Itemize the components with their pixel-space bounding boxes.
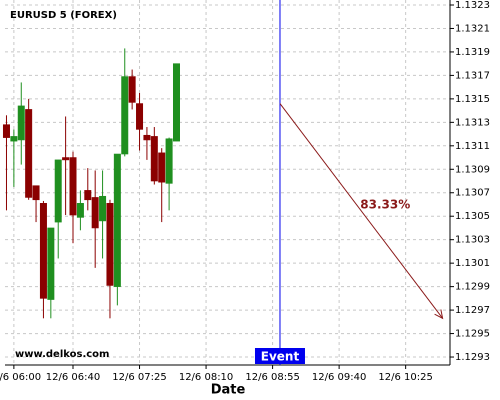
candle-body [106,203,114,286]
y-tick-label: 1.1299 [455,282,490,293]
event-label: Event [261,350,300,364]
y-tick-label: 1.1321 [455,23,490,34]
candle-body [84,190,92,201]
candle-body [39,203,47,299]
candle-body [143,134,151,141]
y-tick-label: 1.1301 [455,258,490,269]
chart-title: EURUSD 5 (FOREX) [10,10,117,21]
candle-body [62,157,70,161]
y-tick-label: 1.1295 [455,329,490,340]
candle-body [113,153,121,287]
y-tick-label: 1.1309 [455,164,490,175]
y-tick-label: 1.1313 [455,117,490,128]
candle-body [158,152,166,183]
y-tick-label: 1.1305 [455,211,490,222]
candle-body [136,103,144,130]
y-tick-label: 1.1307 [455,188,490,199]
marks [2,48,180,319]
x-tick-label: 12/6 08:55 [245,372,299,383]
y-tick-label: 1.1323 [455,0,490,11]
y-tick-label: 1.1319 [455,47,490,58]
x-tick-label: 12/6 09:40 [312,372,366,383]
candle-body [172,63,180,142]
candle-body [54,159,62,223]
x-tick-label: 12/6 06:00 [0,372,41,383]
arrow-head [434,309,444,320]
x-tick-label: 12/6 08:10 [179,372,233,383]
candle-body [121,76,129,155]
candle-body [99,195,107,222]
candle-body [128,76,136,103]
candle-body [69,157,77,216]
candle-body [76,203,84,218]
candle-body [32,185,40,201]
y-tick-label: 1.1293 [455,352,490,363]
candle-body [25,109,33,198]
y-tick-label: 1.1317 [455,70,490,81]
arrow-label: 83.33% [360,197,410,211]
candle-body [17,105,25,141]
x-tick-label: 12/6 06:40 [46,372,100,383]
y-tick-label: 1.1297 [455,305,490,316]
candle-body [150,136,158,182]
x-tick-label: 12/6 07:25 [112,372,166,383]
y-tick-label: 1.1303 [455,235,490,246]
y-tick-label: 1.1315 [455,94,490,105]
x-axis-title: Date [211,383,246,398]
candle-body [91,197,99,229]
candle-body [165,138,173,184]
candle-body [47,227,55,300]
arrow-line [279,103,444,319]
candle-body [2,124,10,138]
candle-body [10,136,18,142]
watermark: www.delkos.com [15,349,109,360]
y-tick-label: 1.1311 [455,141,490,152]
x-tick-label: 12/6 10:25 [378,372,432,383]
event-box [254,348,305,364]
annotations: Event 83.33% [254,0,444,365]
